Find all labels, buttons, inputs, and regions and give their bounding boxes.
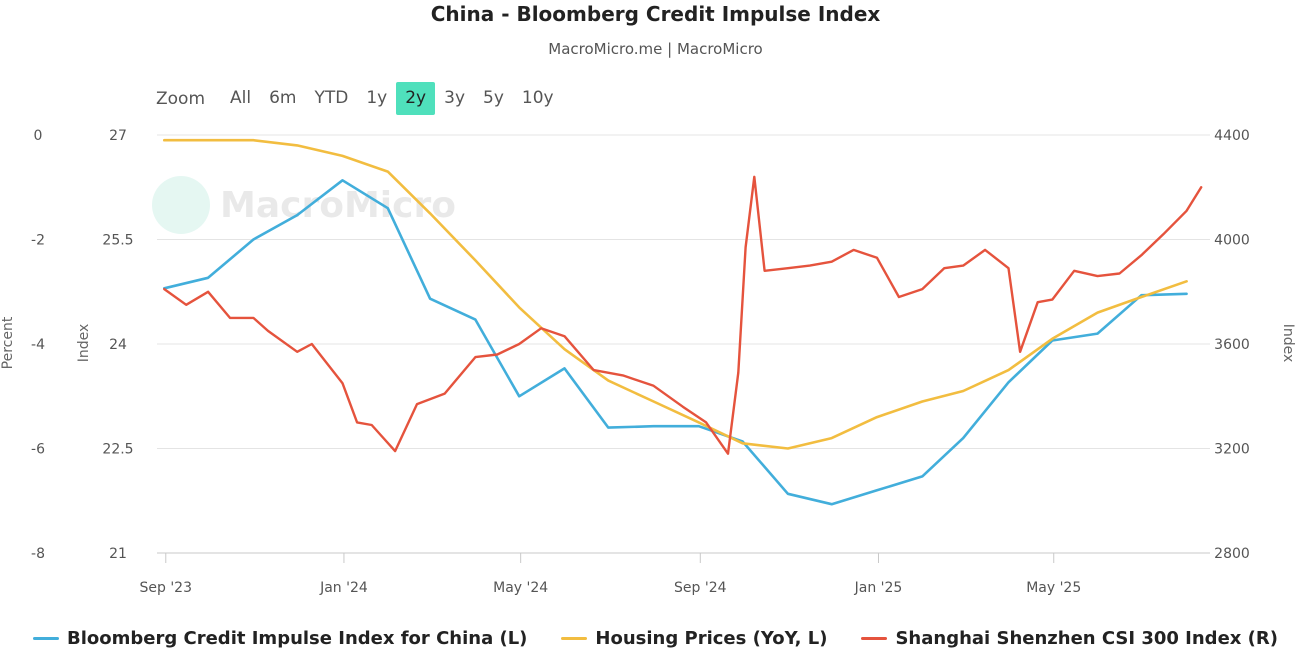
chart-title: China - Bloomberg Credit Impulse Index [430, 2, 881, 26]
chart-subtitle: MacroMicro.me | MacroMicro [548, 40, 763, 58]
y-tick-label-index-right: 2800 [1214, 546, 1250, 562]
range-button-1y[interactable]: 1y [366, 88, 388, 108]
y-tick-label-index-right: 3200 [1214, 442, 1250, 458]
y-tick-label-percent: 0 [34, 128, 43, 144]
y-axis-title-percent: Percent [0, 316, 16, 369]
legend-label-housing-prices: Housing Prices (YoY, L) [595, 628, 828, 649]
x-tick-label: May '24 [493, 580, 548, 596]
range-button-all[interactable]: All [230, 88, 252, 108]
legend-swatch-csi300 [861, 637, 888, 640]
x-tick-label: May '25 [1026, 580, 1081, 596]
legend-item-housing-prices[interactable]: Housing Prices (YoY, L) [561, 628, 827, 649]
y-tick-label-percent: -2 [31, 233, 45, 249]
legend-item-credit-impulse[interactable]: Bloomberg Credit Impulse Index for China… [33, 628, 527, 649]
range-button-6m[interactable]: 6m [269, 88, 297, 108]
y-tick-label-percent: -8 [31, 546, 45, 562]
y-axis-title-index-left: Index [76, 324, 92, 363]
series-line-credit-impulse [163, 179, 1188, 506]
legend-label-csi300: Shanghai Shenzhen CSI 300 Index (R) [895, 628, 1278, 649]
watermark-text: MacroMicro [220, 184, 456, 226]
series-line-csi300 [163, 175, 1203, 455]
zoom-label: Zoom [156, 88, 206, 109]
y-tick-label-index-left: 25.5 [102, 233, 133, 249]
y-axis-title-index-right: Index [1280, 324, 1296, 363]
series-line-housing-prices [163, 138, 1188, 450]
range-selector: Zoom All 6m YTD 1y 2y 3y 5y 10y [150, 82, 563, 115]
legend-swatch-housing-prices [561, 637, 588, 640]
y-tick-label-percent: -6 [31, 442, 45, 458]
watermark-logo: MacroMicro [152, 176, 456, 234]
legend-swatch-credit-impulse [33, 637, 60, 640]
y-tick-label-index-left: 27 [109, 128, 127, 144]
y-tick-label-index-right: 3600 [1214, 337, 1250, 353]
y-tick-label-index-right: 4400 [1214, 128, 1250, 144]
range-button-2y[interactable]: 2y [396, 82, 436, 115]
range-button-ytd[interactable]: YTD [314, 88, 349, 108]
legend-label-credit-impulse: Bloomberg Credit Impulse Index for China… [67, 628, 528, 649]
x-tick-label: Sep '23 [140, 580, 193, 596]
x-tick-label: Jan '24 [319, 580, 368, 596]
legend-item-csi300[interactable]: Shanghai Shenzhen CSI 300 Index (R) [861, 628, 1278, 649]
y-tick-label-percent: -4 [31, 337, 45, 353]
range-button-10y[interactable]: 10y [521, 88, 554, 108]
y-tick-label-index-left: 24 [109, 337, 127, 353]
y-tick-label-index-right: 4000 [1214, 233, 1250, 249]
x-tick-label: Jan '25 [854, 580, 903, 596]
range-button-3y[interactable]: 3y [444, 88, 466, 108]
y-tick-label-index-left: 21 [109, 546, 127, 562]
range-button-5y[interactable]: 5y [483, 88, 504, 108]
chart-legend: Bloomberg Credit Impulse Index for China… [0, 628, 1311, 649]
x-tick-label: Sep '24 [674, 580, 727, 596]
y-tick-label-index-left: 22.5 [102, 442, 133, 458]
macromicro-logo-icon [152, 176, 210, 234]
